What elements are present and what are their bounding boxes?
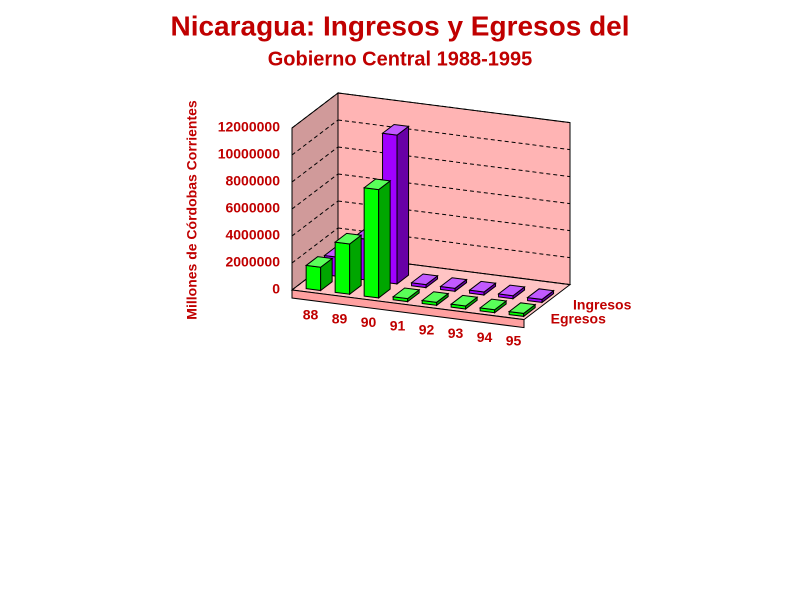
floor-edge	[291, 289, 525, 329]
y-axis-label: Millones de Córdobas Corrientes	[184, 100, 200, 320]
y-tick-label: 6000000	[225, 200, 280, 216]
chart-subtitle: Gobierno Central 1988-1995	[268, 48, 533, 70]
grid-line	[291, 200, 339, 237]
y-tick-label: 0	[272, 281, 280, 297]
grid-line	[337, 92, 571, 124]
x-tick-label: 91	[390, 318, 406, 334]
bar	[497, 284, 526, 300]
bar-top	[478, 298, 508, 311]
grid-line	[291, 146, 339, 183]
bar	[410, 273, 439, 289]
bar-top	[362, 178, 392, 191]
bar-top	[304, 256, 334, 268]
bar	[420, 291, 450, 307]
bar-top	[507, 302, 537, 314]
bar-top	[420, 291, 450, 303]
y-tick-label: 8000000	[225, 173, 280, 189]
x-tick-label: 93	[448, 325, 464, 341]
bar-side	[396, 125, 410, 285]
bar-side	[378, 179, 391, 299]
bar-top	[381, 124, 410, 136]
bar	[304, 256, 334, 292]
x-tick-label: 90	[361, 314, 377, 330]
bar-front	[363, 187, 380, 299]
grid-line	[291, 119, 339, 156]
bar	[449, 294, 479, 311]
y-tick-label: 4000000	[225, 227, 280, 243]
bar-front	[334, 241, 351, 295]
bar-top	[333, 232, 363, 245]
chart-title: Nicaragua: Ingresos y Egresos del	[170, 10, 629, 41]
bar	[468, 280, 497, 297]
bar-front	[305, 264, 322, 292]
x-tick-label: 92	[419, 321, 435, 337]
bar-top	[449, 294, 479, 307]
x-tick-label: 89	[332, 310, 348, 326]
bar	[439, 277, 468, 293]
bar	[362, 178, 392, 299]
legend-label: Ingresos	[573, 297, 632, 313]
grid-line	[291, 173, 339, 210]
bar-top	[410, 273, 439, 286]
bar	[526, 288, 555, 304]
bar-top	[391, 287, 421, 300]
legend-label: Egresos	[551, 311, 606, 327]
bar-top	[526, 288, 555, 300]
grid-line	[291, 92, 339, 129]
bar	[507, 302, 537, 318]
grid-line	[337, 119, 571, 151]
bar	[391, 287, 421, 303]
bar-top	[439, 277, 468, 289]
x-tick-label: 88	[303, 307, 319, 323]
bar	[478, 298, 508, 314]
grid-line	[337, 146, 571, 178]
y-tick-label: 2000000	[225, 254, 280, 270]
x-tick-label: 94	[477, 329, 493, 345]
grid-line	[291, 227, 339, 264]
bar-side	[349, 234, 362, 296]
y-tick-label: 10000000	[218, 146, 281, 162]
bar	[333, 232, 363, 296]
y-tick-label: 12000000	[218, 119, 281, 135]
x-tick-label: 95	[506, 332, 522, 348]
bar-top	[468, 280, 497, 293]
bar-top	[497, 284, 526, 297]
